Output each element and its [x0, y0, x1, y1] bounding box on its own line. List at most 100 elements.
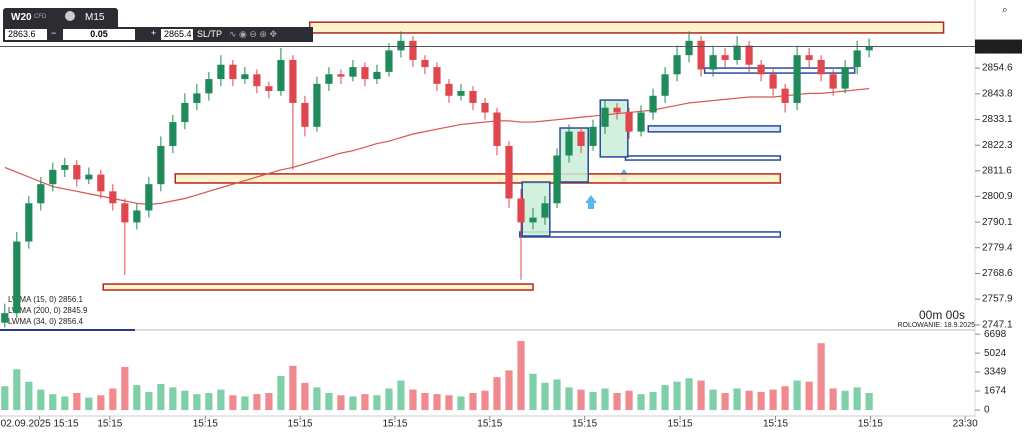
- tool-icons[interactable]: ∿ ◉ ⊖ ⊕ ✥: [229, 29, 278, 39]
- volume-bar: [13, 369, 21, 410]
- volume-bar: [421, 393, 429, 410]
- y-tick-label: 2822.3: [982, 140, 1013, 151]
- candle-body: [541, 203, 549, 218]
- last-price-box: [975, 39, 1022, 54]
- candle-body: [565, 131, 573, 156]
- candle-body: [85, 174, 93, 180]
- minus[interactable]: −: [51, 28, 57, 38]
- volume-bar: [385, 388, 393, 410]
- volume-bar: [253, 394, 261, 410]
- spread[interactable]: 0.05: [63, 29, 135, 40]
- candle-body: [865, 46, 873, 51]
- buy-price[interactable]: 2865.4: [161, 29, 193, 40]
- volume-bar: [565, 387, 573, 410]
- y-tick-label: 2833.1: [982, 114, 1013, 125]
- volume-bar: [625, 390, 633, 410]
- candle-body: [361, 67, 369, 80]
- info-icon[interactable]: [65, 11, 75, 21]
- candle-body: [553, 155, 561, 204]
- candle-body: [349, 67, 357, 77]
- sell-price[interactable]: 2863.6: [5, 29, 47, 40]
- y-tick-label: 6698: [984, 329, 1007, 340]
- y-tick-label: 1674: [984, 386, 1007, 397]
- candle-body: [265, 86, 273, 91]
- candle-body: [613, 107, 621, 113]
- zone: [647, 125, 782, 133]
- zone: [624, 155, 782, 161]
- volume-bar: [637, 394, 645, 410]
- candle-body: [805, 55, 813, 60]
- candle-body: [577, 131, 585, 146]
- zone: [703, 67, 856, 74]
- volume-bar: [445, 395, 453, 410]
- candle-body: [109, 191, 117, 204]
- volume-bar: [433, 394, 441, 410]
- candle-body: [841, 67, 849, 89]
- rollover: ROLOWANIE: 18.9.2025: [897, 322, 975, 329]
- plus[interactable]: +: [151, 28, 157, 38]
- volume-bar: [121, 366, 129, 410]
- timeframe[interactable]: M15: [85, 12, 105, 23]
- last-price-label: 2863.6: [983, 41, 1014, 52]
- candle-body: [853, 50, 861, 68]
- volume-bar: [37, 389, 45, 410]
- volume-bar: [589, 391, 597, 410]
- volume-bar: [229, 395, 237, 410]
- volume-bar: [505, 370, 513, 410]
- volume-bar: [49, 394, 57, 410]
- x-tick-label: 23:30: [953, 419, 978, 430]
- volume-bar: [517, 340, 525, 410]
- volume-bar: [673, 381, 681, 410]
- candle-body: [673, 55, 681, 75]
- symbol[interactable]: W20: [11, 12, 32, 23]
- y-tick-label: 2843.8: [982, 89, 1013, 100]
- x-tick-label: 15:15: [858, 419, 883, 430]
- candle-body: [637, 112, 645, 132]
- candle-body: [817, 59, 825, 75]
- candle-body: [253, 74, 261, 87]
- x-tick-label: 15:15: [97, 419, 122, 430]
- x-tick-label: 15:15: [572, 419, 597, 430]
- candle-body: [37, 184, 45, 204]
- volume-bar: [337, 395, 345, 410]
- candle-body: [313, 83, 321, 127]
- candle-body: [625, 112, 633, 132]
- y-tick-label: 0: [984, 405, 990, 416]
- zone: [308, 21, 945, 34]
- candle-body: [49, 169, 57, 185]
- sltp[interactable]: SL/TP: [197, 29, 223, 39]
- candle-body: [181, 102, 189, 123]
- volume-bar: [697, 380, 705, 410]
- candle-body: [25, 203, 33, 242]
- volume-bar: [325, 393, 333, 410]
- x-tick-label: 02.09.2025 15:15: [1, 419, 79, 430]
- volume-bar: [733, 388, 741, 410]
- candle-body: [733, 45, 741, 60]
- volume-bar: [109, 388, 117, 410]
- volume-bar: [829, 388, 837, 410]
- volume-bar: [409, 389, 417, 410]
- candle-body: [685, 40, 693, 56]
- volume-bar: [349, 396, 357, 410]
- candle-body: [529, 217, 537, 223]
- candle-body: [649, 95, 657, 113]
- x-tick-label: 15:15: [763, 419, 788, 430]
- candle-body: [205, 79, 213, 94]
- volume-bar: [397, 380, 405, 410]
- volume-bar: [577, 389, 585, 410]
- arrow-up: [618, 169, 630, 183]
- candle-body: [445, 83, 453, 96]
- candle-body: [757, 64, 765, 75]
- volume-bar: [769, 389, 777, 410]
- volume-bar: [277, 376, 285, 410]
- top-icons[interactable]: ⌕: [1002, 5, 1008, 16]
- candle-body: [157, 145, 165, 185]
- volume-bar: [241, 396, 249, 410]
- volume-bar: [601, 388, 609, 410]
- volume-bar: [469, 393, 477, 410]
- candle-body: [385, 50, 393, 72]
- candle-body: [241, 74, 249, 80]
- candle-body: [229, 64, 237, 80]
- zone: [174, 173, 782, 184]
- y-tick-label: 2768.6: [982, 268, 1013, 279]
